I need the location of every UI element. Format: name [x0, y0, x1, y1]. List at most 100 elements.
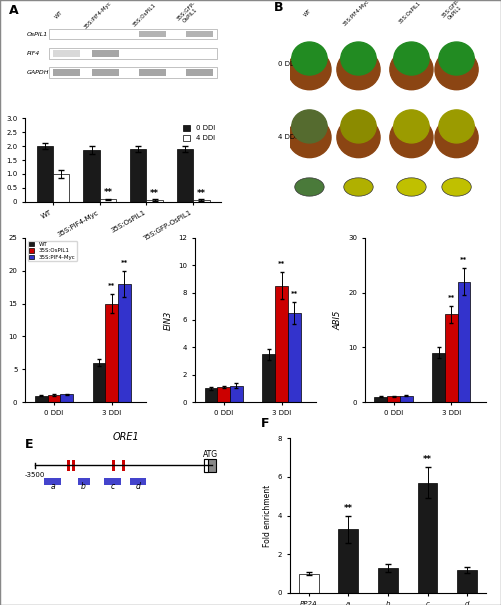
Bar [104, 478, 121, 485]
Bar [186, 70, 213, 76]
Text: **: ** [448, 295, 455, 301]
Ellipse shape [442, 178, 471, 196]
Bar [48, 395, 60, 402]
Bar [193, 200, 209, 201]
Y-axis label: EIN3: EIN3 [164, 310, 173, 330]
Bar [100, 200, 116, 201]
Text: **: ** [278, 261, 285, 267]
Bar [445, 315, 458, 402]
Circle shape [435, 117, 478, 158]
Bar [53, 174, 70, 201]
Y-axis label: ABI5: ABI5 [334, 310, 343, 330]
Bar [204, 459, 216, 473]
Bar [37, 146, 53, 201]
Bar [49, 48, 217, 59]
Text: 4 DDI: 4 DDI [278, 134, 297, 140]
Text: **: ** [423, 456, 432, 464]
Y-axis label: Total Chl (mg g⁻¹ FW): Total Chl (mg g⁻¹ FW) [0, 119, 1, 201]
Circle shape [341, 42, 376, 75]
Text: **: ** [121, 260, 128, 266]
Bar [35, 396, 48, 402]
Bar [139, 31, 166, 38]
Legend: WT, 35S:OsPIL1, 35S:PIF4-Myc: WT, 35S:OsPIL1, 35S:PIF4-Myc [28, 241, 77, 261]
Bar [458, 281, 470, 402]
Y-axis label: Fold enrichment: Fold enrichment [263, 485, 272, 547]
Bar [118, 284, 131, 402]
Ellipse shape [344, 178, 373, 196]
Circle shape [341, 110, 376, 143]
Bar [418, 483, 437, 593]
Bar [92, 50, 119, 57]
Y-axis label: ORE1: ORE1 [0, 309, 3, 332]
Bar [105, 304, 118, 402]
Bar [146, 200, 163, 201]
Ellipse shape [295, 178, 324, 196]
Bar [378, 567, 398, 593]
Text: E: E [25, 438, 34, 451]
Text: A: A [10, 4, 19, 17]
Bar [130, 149, 146, 201]
Text: -3500: -3500 [25, 473, 45, 479]
Text: 35S:OsPIL1: 35S:OsPIL1 [397, 1, 422, 25]
Legend: 0 DDI, 4 DDI: 0 DDI, 4 DDI [180, 122, 218, 144]
Circle shape [439, 110, 474, 143]
Bar [49, 29, 217, 39]
Text: B: B [274, 1, 284, 15]
Text: **: ** [291, 291, 298, 297]
Text: GAPDH: GAPDH [27, 70, 50, 75]
Circle shape [337, 50, 380, 90]
Text: ORE1: ORE1 [112, 431, 139, 442]
Text: 35S:GFP-
OsPIL1: 35S:GFP- OsPIL1 [175, 1, 200, 25]
Bar [186, 31, 213, 38]
Bar [73, 460, 75, 471]
Text: F: F [261, 417, 269, 431]
Text: b: b [81, 482, 86, 491]
Bar [78, 478, 90, 485]
Text: ATG: ATG [203, 450, 218, 459]
Bar [400, 396, 413, 402]
Ellipse shape [397, 178, 426, 196]
Bar [122, 460, 125, 471]
Bar [299, 574, 319, 593]
Bar [67, 460, 70, 471]
Bar [387, 396, 400, 402]
Circle shape [390, 50, 433, 90]
Bar [112, 460, 115, 471]
Bar [130, 478, 146, 485]
Circle shape [394, 110, 429, 143]
Bar [60, 394, 73, 402]
Text: **: ** [460, 257, 467, 263]
Text: **: ** [108, 283, 115, 289]
Text: a: a [50, 482, 55, 491]
Circle shape [292, 110, 327, 143]
Circle shape [390, 117, 433, 158]
Bar [338, 529, 358, 593]
Circle shape [337, 117, 380, 158]
Text: PIF4: PIF4 [27, 51, 40, 56]
Bar [139, 70, 166, 76]
Bar [230, 385, 243, 402]
Bar [92, 70, 119, 76]
Bar [374, 397, 387, 402]
Bar [457, 570, 477, 593]
Bar [263, 354, 275, 402]
Text: **: ** [344, 503, 353, 512]
Circle shape [394, 42, 429, 75]
Text: 35S:PIF4-Myc: 35S:PIF4-Myc [83, 1, 113, 30]
Text: 35S:PIF4-Myc: 35S:PIF4-Myc [343, 0, 371, 27]
Circle shape [435, 50, 478, 90]
Text: **: ** [150, 189, 159, 197]
Text: d: d [135, 482, 140, 491]
Text: 35S:GFP-
OsPIL1: 35S:GFP- OsPIL1 [440, 0, 465, 23]
Circle shape [439, 42, 474, 75]
Circle shape [288, 117, 331, 158]
Bar [275, 286, 288, 402]
Bar [93, 362, 105, 402]
Bar [205, 388, 217, 402]
Text: WT: WT [303, 8, 313, 18]
Text: **: ** [197, 189, 206, 197]
Circle shape [288, 50, 331, 90]
Text: c: c [110, 482, 115, 491]
Bar [288, 313, 301, 402]
Bar [217, 387, 230, 402]
